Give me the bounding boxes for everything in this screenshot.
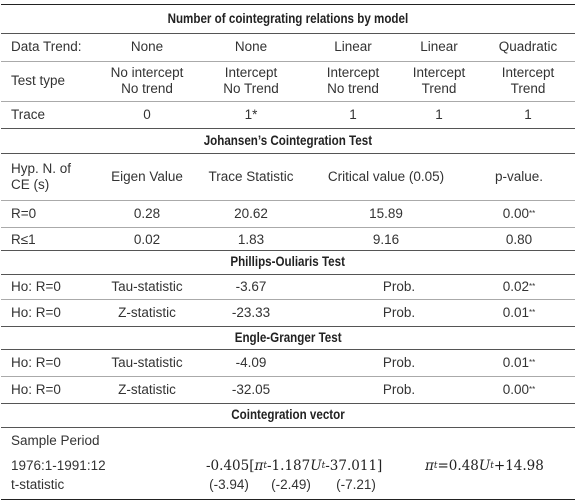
table-row: Ho: R=0 Tau-statistic -4.09 Prob. 0.01 ** xyxy=(1,350,575,376)
section2-title-row: Johansen’s Cointegration Test xyxy=(1,129,575,153)
p-value: 0.01 xyxy=(502,355,530,370)
table-cell: 15.89 xyxy=(369,206,403,221)
table-cell: 0.01 ** xyxy=(502,305,536,320)
table-cell: Intercept Trend xyxy=(501,65,555,96)
table-row: Ho: R=0 Tau-statistic -3.67 Prob. 0.02 ** xyxy=(1,275,575,299)
table-cell: Prob. xyxy=(382,305,416,320)
table-cell: 9.16 xyxy=(372,232,400,247)
table-cell: Z-statistic xyxy=(118,305,176,320)
table-cell: None xyxy=(234,39,268,54)
table-cell: -32.05 xyxy=(231,382,271,397)
p-value: 0.01 xyxy=(502,305,530,320)
tstat-value: (-3.94) xyxy=(209,477,249,492)
table-cell: 1 xyxy=(349,107,357,122)
sample-period-label: Sample Period xyxy=(11,433,100,448)
table-cell: 0.02 xyxy=(133,232,161,247)
table-cell: Linear xyxy=(420,39,458,54)
column-header: Hyp. N. of CE (s) xyxy=(11,161,72,192)
table-cell: 0.80 xyxy=(463,228,575,252)
table-cell: None xyxy=(130,39,164,54)
table-row: Ho: R=0 Z-statistic -23.33 Prob. 0.01 ** xyxy=(1,300,575,326)
table-cell: -4.09 xyxy=(235,355,267,370)
table-row: R≤1 0.02 1.83 9.16 0.80 xyxy=(1,228,575,252)
table-cell: Ho: R=0 xyxy=(11,382,61,397)
section4-title-row: Engle-Granger Test xyxy=(1,327,575,349)
table-cell: Prob. xyxy=(382,382,416,397)
table-cell: 0.00 ** xyxy=(502,206,536,221)
table-cell: Z-statistic xyxy=(118,382,176,397)
column-header: p-value. xyxy=(494,169,544,184)
tstat-value: (-2.49) xyxy=(271,477,311,492)
table-cell: R=0 xyxy=(11,206,37,221)
p-value: 0.00 xyxy=(502,382,530,397)
table-cell: 0 xyxy=(143,107,151,122)
table-cell: -23.33 xyxy=(231,305,271,320)
table-cell: Ho: R=0 xyxy=(11,355,61,370)
section4-title: Engle-Granger Test xyxy=(234,330,342,345)
table-cell: 0.02 ** xyxy=(502,279,536,294)
p-value: 0.80 xyxy=(505,232,533,247)
table-cell: 0.01 ** xyxy=(502,355,536,370)
column-header: Trace Statistic xyxy=(208,169,294,184)
row-label: Data Trend: xyxy=(11,39,82,54)
table-cell: 1* xyxy=(244,107,258,122)
table-cell: 0.00 ** xyxy=(502,382,536,397)
tstat-value: (-7.21) xyxy=(336,477,376,492)
table-cell: No intercept No trend xyxy=(110,65,184,96)
row-label: Trace xyxy=(11,107,46,122)
table-cell: Linear xyxy=(334,39,372,54)
table-row: Ho: R=0 Z-statistic -32.05 Prob. 0.00 ** xyxy=(1,377,575,403)
section3-title-row: Phillips-Ouliaris Test xyxy=(1,251,575,273)
table-row: Trace 0 1* 1 1 1 xyxy=(1,102,575,128)
table-cell: Prob. xyxy=(382,355,416,370)
p-value: 0.02 xyxy=(502,279,530,294)
section3-title: Phillips-Ouliaris Test xyxy=(230,254,346,269)
table-cell: 1.83 xyxy=(237,232,265,247)
table-cell: Ho: R=0 xyxy=(11,279,61,294)
section1-title-row: Number of cointegrating relations by mod… xyxy=(1,6,575,32)
section1-title: Number of cointegrating relations by mod… xyxy=(167,11,409,26)
table-cell: Quadratic xyxy=(498,39,558,54)
table-cell: 1 xyxy=(435,107,443,122)
table-cell: Tau-statistic xyxy=(111,279,183,294)
table-cell: Tau-statistic xyxy=(111,355,183,370)
row-label: Test type xyxy=(11,73,66,88)
table-row: R=0 0.28 20.62 15.89 0.00 ** xyxy=(1,201,575,227)
table-header-row: Hyp. N. of CE (s) Eigen Value Trace Stat… xyxy=(1,154,575,200)
table-cell: 1 xyxy=(524,107,532,122)
table-cell: R≤1 xyxy=(11,232,36,247)
table-cell: 0.28 xyxy=(133,206,161,221)
table-cell: Prob. xyxy=(382,279,416,294)
column-header: Eigen Value xyxy=(111,169,183,184)
sample-period-value: 1976:1-1991:12 xyxy=(11,458,106,473)
table-cell: Intercept No trend xyxy=(326,65,380,96)
section2-title: Johansen’s Cointegration Test xyxy=(203,133,373,148)
table-cell: Ho: R=0 xyxy=(11,305,61,320)
column-header: Critical value (0.05) xyxy=(327,169,445,184)
table-row: Data Trend: None None Linear Linear Quad… xyxy=(1,34,575,60)
table-row: Test type No intercept No trend Intercep… xyxy=(1,62,575,100)
table-cell: Intercept No Trend xyxy=(223,65,279,96)
table-cell: Intercept Trend xyxy=(412,65,466,96)
section5-title-row: Cointegration vector xyxy=(1,404,575,426)
table-top-rule xyxy=(1,4,575,5)
sample-period-row: Sample Period xyxy=(1,430,575,452)
table-cell: 20.62 xyxy=(234,206,268,221)
section5-title: Cointegration vector xyxy=(231,407,345,422)
table-bottom-rule xyxy=(1,499,575,500)
p-value: 0.00 xyxy=(502,206,530,221)
tstat-row: t-statistic (-3.94) (-2.49) (-7.21) xyxy=(1,476,575,494)
table-cell: -3.67 xyxy=(235,279,267,294)
tstat-label: t-statistic xyxy=(11,477,65,492)
